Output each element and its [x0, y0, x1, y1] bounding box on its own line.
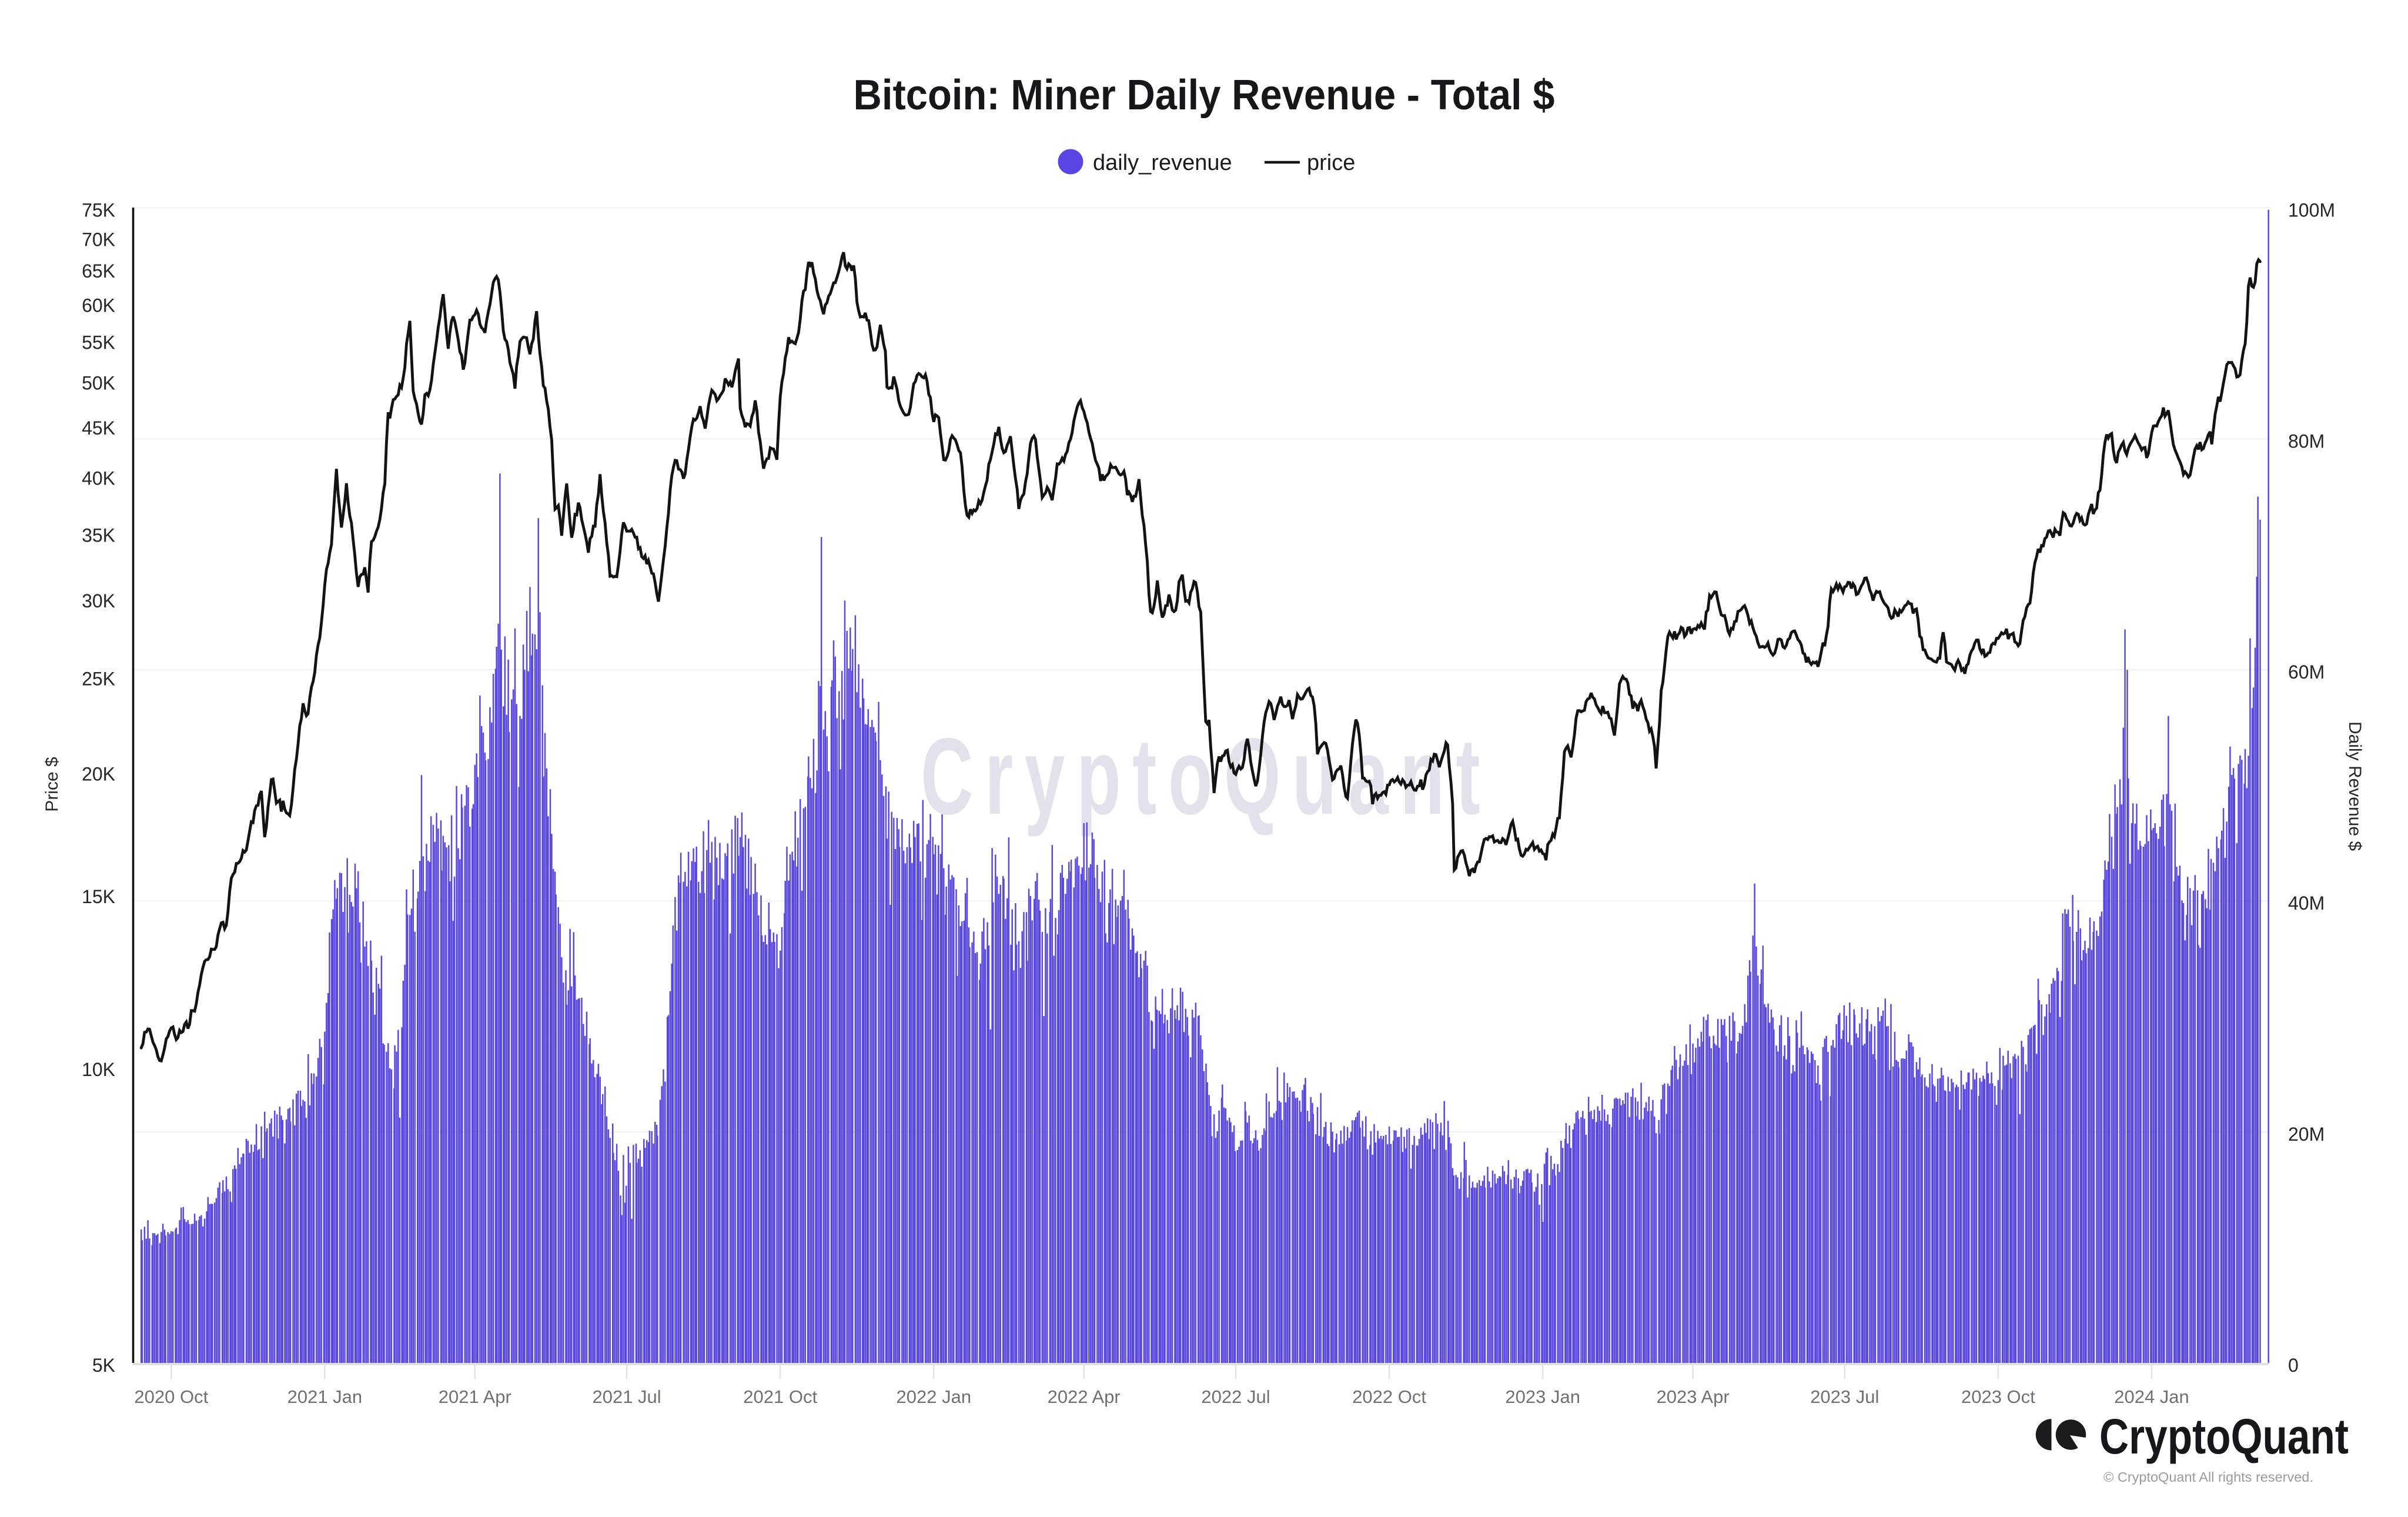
svg-text:40M: 40M	[2288, 893, 2325, 914]
svg-text:50K: 50K	[82, 373, 115, 394]
svg-text:2023 Apr: 2023 Apr	[1657, 1386, 1730, 1407]
svg-text:2023 Jan: 2023 Jan	[1505, 1386, 1580, 1407]
svg-text:75K: 75K	[82, 199, 115, 220]
svg-text:© CryptoQuant All rights reser: © CryptoQuant All rights reserved.	[2103, 1469, 2313, 1485]
svg-text:60M: 60M	[2288, 661, 2325, 683]
svg-text:0: 0	[2288, 1355, 2299, 1376]
svg-text:2021 Jul: 2021 Jul	[592, 1386, 661, 1407]
svg-text:25K: 25K	[82, 668, 115, 689]
svg-text:55K: 55K	[82, 332, 115, 353]
svg-text:20K: 20K	[82, 763, 115, 784]
svg-text:Price $: Price $	[42, 757, 62, 812]
svg-text:15K: 15K	[82, 886, 115, 907]
svg-text:Daily Revenue $: Daily Revenue $	[2345, 721, 2364, 851]
svg-text:100M: 100M	[2288, 199, 2335, 220]
svg-text:CryptoQuant: CryptoQuant	[921, 716, 1491, 837]
svg-text:35K: 35K	[82, 524, 115, 546]
svg-text:2022 Oct: 2022 Oct	[1352, 1386, 1426, 1407]
svg-text:2021 Oct: 2021 Oct	[743, 1386, 817, 1407]
svg-text:20M: 20M	[2288, 1124, 2325, 1145]
svg-text:2024 Jan: 2024 Jan	[2114, 1386, 2189, 1407]
svg-text:Bitcoin: Miner Daily Revenue -: Bitcoin: Miner Daily Revenue - Total $	[854, 72, 1555, 119]
svg-text:45K: 45K	[82, 417, 115, 439]
svg-text:2020 Oct: 2020 Oct	[134, 1386, 208, 1407]
svg-text:2022 Apr: 2022 Apr	[1048, 1386, 1121, 1407]
svg-text:2023 Oct: 2023 Oct	[1961, 1386, 2035, 1407]
svg-text:60K: 60K	[82, 295, 115, 316]
svg-text:70K: 70K	[82, 229, 115, 250]
svg-text:80M: 80M	[2288, 430, 2325, 452]
svg-text:2022 Jul: 2022 Jul	[1201, 1386, 1270, 1407]
svg-text:5K: 5K	[92, 1355, 115, 1376]
svg-text:price: price	[1307, 151, 1355, 175]
svg-text:2022 Jan: 2022 Jan	[897, 1386, 972, 1407]
svg-text:65K: 65K	[82, 260, 115, 282]
svg-text:40K: 40K	[82, 467, 115, 489]
svg-text:2023 Jul: 2023 Jul	[1810, 1386, 1879, 1407]
svg-text:CryptoQuant: CryptoQuant	[2099, 1409, 2349, 1464]
svg-text:2021 Jan: 2021 Jan	[287, 1386, 363, 1407]
svg-text:2021 Apr: 2021 Apr	[439, 1386, 511, 1407]
svg-text:10K: 10K	[82, 1059, 115, 1080]
svg-text:30K: 30K	[82, 590, 115, 612]
svg-text:daily_revenue: daily_revenue	[1093, 151, 1232, 175]
